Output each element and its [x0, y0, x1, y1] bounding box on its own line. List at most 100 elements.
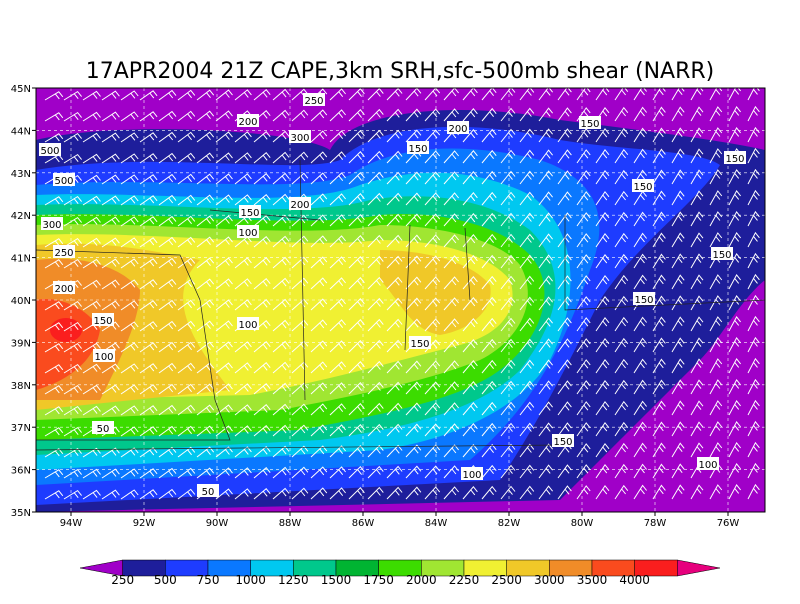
- barb: [595, 211, 610, 227]
- barb: [690, 358, 704, 374]
- barb: [120, 195, 139, 206]
- barb: [424, 192, 441, 206]
- barb: [63, 300, 82, 311]
- barb: [500, 380, 516, 395]
- barb: [443, 255, 459, 269]
- barb: [139, 132, 158, 143]
- barb: [443, 171, 459, 185]
- barb: [595, 253, 610, 269]
- barb: [120, 111, 139, 122]
- barb: [367, 234, 384, 248]
- barb: [652, 169, 666, 185]
- barb: [557, 88, 572, 101]
- barb: [272, 256, 290, 269]
- barb: [82, 153, 101, 164]
- barb: [253, 487, 271, 500]
- colorbar-label: 750: [197, 573, 220, 587]
- barb: [329, 319, 346, 332]
- barb: [576, 254, 591, 269]
- barb: [728, 378, 741, 395]
- barb: [671, 148, 685, 164]
- barb: [215, 320, 233, 332]
- barb: [538, 359, 553, 374]
- barb: [633, 316, 647, 332]
- barb: [234, 467, 252, 479]
- barb: [63, 426, 82, 437]
- barb: [367, 486, 384, 500]
- barb: [215, 467, 233, 479]
- barb: [196, 173, 215, 185]
- barb: [101, 405, 120, 416]
- barb: [310, 340, 328, 353]
- barb: [405, 360, 422, 374]
- axes: 45N 44N 43N 42N 41N 40N 39N 38N 37N 36N 35N 94W 92W 9…: [11, 84, 740, 529]
- barb: [139, 258, 158, 269]
- barb: [158, 404, 177, 416]
- barb: [158, 467, 177, 479]
- barb: [709, 274, 723, 290]
- barb: [44, 469, 64, 479]
- barb: [291, 172, 309, 185]
- barb: [310, 319, 328, 332]
- barb: [291, 487, 309, 500]
- barb: [424, 402, 441, 416]
- barb: [291, 466, 309, 479]
- lat-label: 38N: [11, 381, 31, 392]
- barb: [462, 486, 478, 500]
- boundaries: [36, 159, 765, 451]
- barb: [272, 466, 290, 479]
- contour-label: 200: [54, 284, 73, 295]
- barb: [82, 489, 101, 500]
- barb: [462, 255, 478, 269]
- lon-label: 94W: [60, 518, 83, 529]
- barb: [614, 400, 629, 416]
- colorbar: 250 500 750 1000 1250 1500 1750 2000 2250 2500 300…: [79, 559, 721, 587]
- barb: [690, 295, 704, 311]
- barb: [139, 468, 158, 479]
- barb: [329, 403, 346, 416]
- barb: [557, 380, 572, 395]
- barb: [614, 169, 629, 185]
- barb: [633, 379, 647, 395]
- barb: [481, 296, 497, 311]
- barb: [63, 90, 82, 101]
- barb: [310, 445, 328, 458]
- barb: [101, 90, 120, 101]
- barb: [671, 190, 685, 206]
- barb: [329, 487, 346, 500]
- barb: [120, 174, 139, 185]
- barb: [253, 340, 271, 353]
- barb: [747, 441, 760, 458]
- barb: [652, 274, 666, 290]
- barb: [329, 214, 346, 227]
- barb: [272, 88, 290, 101]
- barb: [310, 277, 328, 290]
- barb: [538, 317, 553, 332]
- barb: [538, 443, 553, 458]
- barb: [82, 447, 101, 458]
- barb: [272, 424, 290, 437]
- barb: [443, 192, 459, 206]
- barb: [329, 466, 346, 479]
- barb: [462, 171, 478, 185]
- barb: [576, 317, 591, 332]
- contour-label: 100: [238, 320, 257, 331]
- contour-label: 50: [202, 487, 215, 498]
- barb: [82, 195, 101, 206]
- barb: [671, 421, 685, 437]
- barb: [63, 468, 82, 479]
- barb: [234, 278, 252, 290]
- barb: [576, 275, 591, 290]
- barb: [538, 88, 553, 101]
- barb: [177, 110, 196, 122]
- lat-label: 37N: [11, 423, 31, 434]
- barb: [633, 400, 647, 416]
- colorbar-label: 1750: [363, 573, 394, 587]
- lon-label: 80W: [571, 518, 594, 529]
- lon-label: 76W: [717, 518, 740, 529]
- barb: [652, 400, 666, 416]
- barb: [367, 339, 384, 353]
- barb: [709, 295, 723, 311]
- barb: [481, 88, 497, 101]
- barb: [139, 489, 158, 500]
